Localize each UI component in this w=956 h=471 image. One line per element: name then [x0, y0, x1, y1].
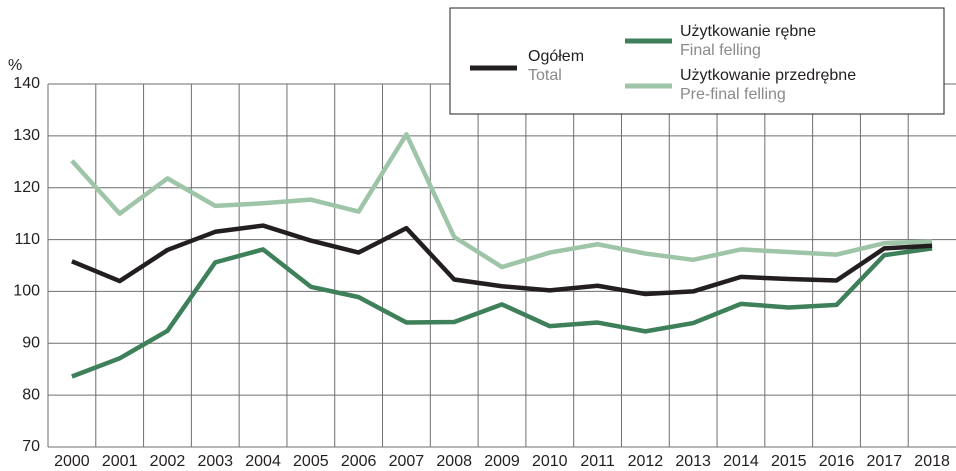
x-tick-label: 2012 [628, 453, 664, 470]
series-line [70, 132, 933, 270]
series-line [71, 223, 933, 297]
legend-label: Ogółem [528, 48, 584, 65]
x-tick-label: 2018 [914, 453, 950, 470]
x-tick-label: 2007 [389, 453, 425, 470]
y-tick-label: 140 [13, 75, 40, 92]
x-tick-label: 2010 [532, 453, 568, 470]
y-tick-label: 130 [13, 127, 40, 144]
series-line [71, 246, 933, 379]
x-tick-label: 2001 [102, 453, 138, 470]
x-tick-label: 2006 [341, 453, 377, 470]
y-tick-label: 110 [14, 231, 40, 248]
x-tick-label: 2003 [197, 453, 233, 470]
x-tick-label: 2016 [819, 453, 855, 470]
x-tick-label: 2013 [675, 453, 711, 470]
x-tick-label: 2005 [293, 453, 329, 470]
y-tick-label: 90 [22, 335, 40, 352]
x-tick-label: 2017 [867, 453, 903, 470]
x-tick-label: 2004 [245, 453, 281, 470]
x-tick-label: 2000 [54, 453, 90, 470]
x-tick-label: 2009 [484, 453, 520, 470]
y-tick-label: 70 [22, 438, 40, 455]
legend-label-en: Final felling [680, 42, 761, 59]
legend-label: Użytkowanie rębne [680, 23, 816, 40]
legend-box [449, 7, 945, 115]
y-tick-label: 120 [13, 179, 40, 196]
x-tick-label: 2015 [771, 453, 807, 470]
legend-label: Użytkowanie przedrębne [680, 67, 856, 84]
legend-label-en: Pre-final felling [680, 86, 786, 103]
y-axis-label: % [8, 57, 22, 74]
y-tick-label: 80 [22, 386, 40, 403]
x-tick-label: 2014 [723, 453, 759, 470]
x-tick-label: 2011 [580, 453, 615, 470]
x-tick-label: 2002 [150, 453, 186, 470]
x-tick-label: 2008 [436, 453, 472, 470]
legend-label-en: Total [528, 67, 562, 84]
y-tick-label: 100 [13, 283, 40, 300]
